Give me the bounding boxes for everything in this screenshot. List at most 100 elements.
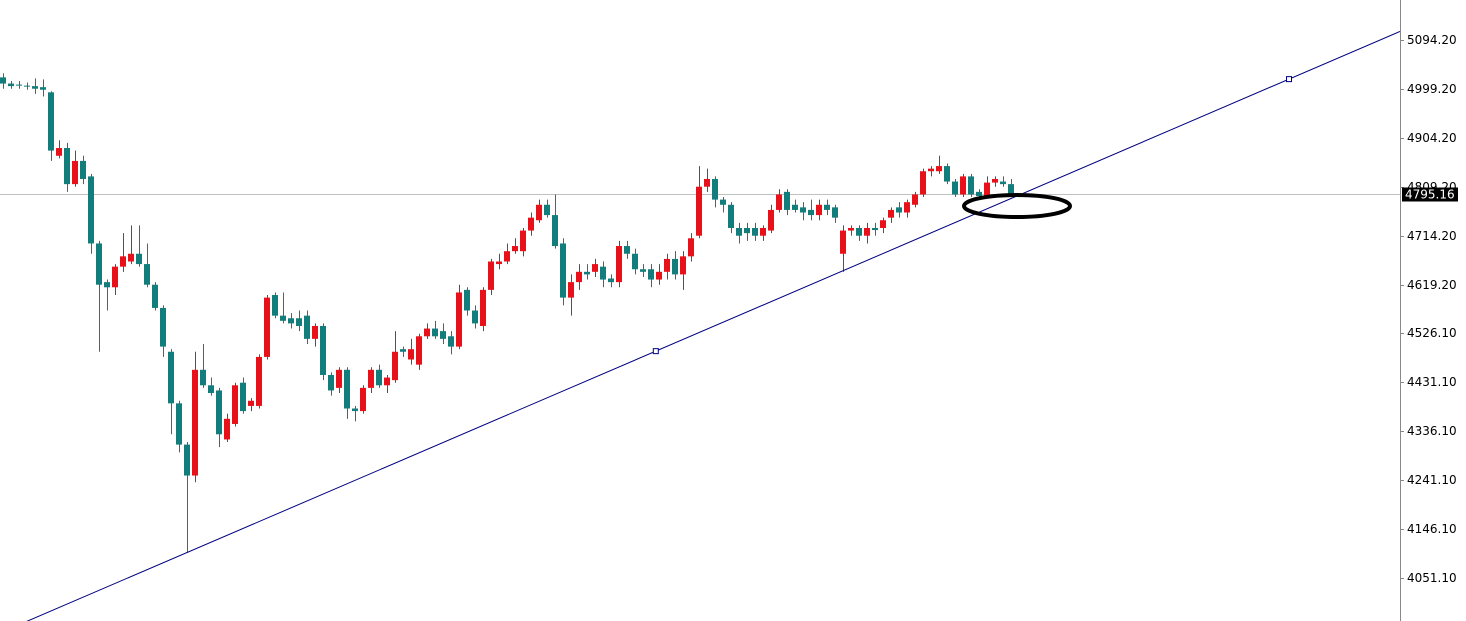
- candle-body: [88, 176, 94, 244]
- candle-body: [544, 204, 550, 216]
- candle-body: [664, 258, 670, 272]
- candle-body: [840, 230, 846, 254]
- candle-body: [456, 292, 462, 347]
- candle-body: [680, 256, 686, 275]
- y-tick-label: 4241.10: [1407, 473, 1457, 487]
- candle-body: [568, 282, 574, 298]
- candle-body: [264, 297, 270, 357]
- candle-body: [48, 92, 54, 151]
- y-tick-label: 4146.10: [1407, 522, 1457, 536]
- candle-body: [336, 369, 342, 388]
- candle-body: [128, 253, 134, 262]
- candle-body: [368, 369, 374, 388]
- y-tick-label: 4336.10: [1407, 424, 1457, 438]
- candle-body: [152, 284, 158, 308]
- candle-body: [344, 369, 350, 409]
- candle-body: [792, 204, 798, 210]
- candle-body: [216, 390, 222, 435]
- candle-body: [560, 243, 566, 298]
- candle-body: [440, 331, 446, 339]
- candle-body: [928, 168, 934, 172]
- candle-body: [96, 243, 102, 285]
- candle-body: [232, 385, 238, 424]
- candle-body: [56, 148, 62, 156]
- candle-body: [632, 253, 638, 270]
- candle-body: [168, 351, 174, 404]
- candle-body: [16, 84, 22, 86]
- candle-body: [448, 336, 454, 347]
- candle-body: [848, 227, 854, 231]
- candle-body: [496, 261, 502, 265]
- candle-body: [528, 217, 534, 231]
- candle-body: [616, 246, 622, 283]
- candle-body: [984, 182, 990, 196]
- candle-body: [720, 199, 726, 205]
- candle-body: [968, 176, 974, 195]
- y-tick-label: 4904.20: [1407, 131, 1457, 145]
- trendline-handle: [652, 348, 659, 355]
- candle-body: [920, 171, 926, 195]
- candle-body: [728, 204, 734, 228]
- candle-body: [120, 256, 126, 267]
- candle-body: [280, 315, 286, 321]
- candle-body: [976, 191, 982, 196]
- candle-body: [736, 227, 742, 236]
- candle-body: [384, 377, 390, 386]
- current-price-label: 4795.16: [1405, 188, 1455, 202]
- candle-body: [360, 387, 366, 412]
- candle-body: [832, 207, 838, 218]
- candle-body: [416, 336, 422, 365]
- candle-body: [328, 374, 334, 391]
- current-price-box: [1402, 187, 1458, 202]
- candle-body: [592, 264, 598, 272]
- candle-body: [64, 148, 70, 185]
- candle-body: [704, 178, 710, 187]
- candle-body: [200, 369, 206, 386]
- candle-body: [640, 269, 646, 272]
- candle-body: [808, 209, 814, 216]
- y-tick-label: 4431.10: [1407, 375, 1457, 389]
- candle-body: [864, 227, 870, 236]
- candle-body: [312, 325, 318, 339]
- candle-body: [800, 207, 806, 213]
- candle-body: [824, 204, 830, 210]
- y-tick-label: 4999.20: [1407, 82, 1457, 96]
- candle-body: [480, 289, 486, 326]
- candle-body: [752, 227, 758, 236]
- candle-body: [760, 227, 766, 236]
- candle-body: [240, 382, 246, 412]
- candle-body: [184, 444, 190, 476]
- candle-body: [696, 186, 702, 236]
- candle-body: [352, 408, 358, 412]
- candle-body: [0, 77, 6, 84]
- candle-body: [24, 85, 30, 87]
- candle-body: [320, 325, 326, 375]
- candle-body: [576, 271, 582, 283]
- candle-body: [648, 269, 654, 280]
- candle-body: [816, 204, 822, 216]
- candle-body: [112, 266, 118, 288]
- candle-body: [952, 181, 958, 195]
- y-tick-label: 4714.20: [1407, 229, 1457, 243]
- candle-body: [608, 278, 614, 283]
- candle-body: [400, 349, 406, 352]
- candle-body: [520, 230, 526, 252]
- candle-body: [1008, 184, 1014, 195]
- candle-body: [160, 307, 166, 347]
- candle-body: [688, 238, 694, 257]
- candle-body: [392, 351, 398, 381]
- y-tick-label: 4051.10: [1407, 571, 1457, 585]
- price-label-group: 4795.16: [1402, 187, 1458, 202]
- candle-body: [992, 178, 998, 183]
- candle-body: [896, 207, 902, 213]
- candle-body: [472, 310, 478, 324]
- candle-body: [552, 215, 558, 247]
- candle-body: [136, 253, 142, 265]
- plot-area: [0, 30, 1401, 621]
- candle-body: [272, 295, 278, 316]
- candle-body: [936, 166, 942, 172]
- candle-body: [784, 191, 790, 210]
- candle-body: [72, 160, 78, 185]
